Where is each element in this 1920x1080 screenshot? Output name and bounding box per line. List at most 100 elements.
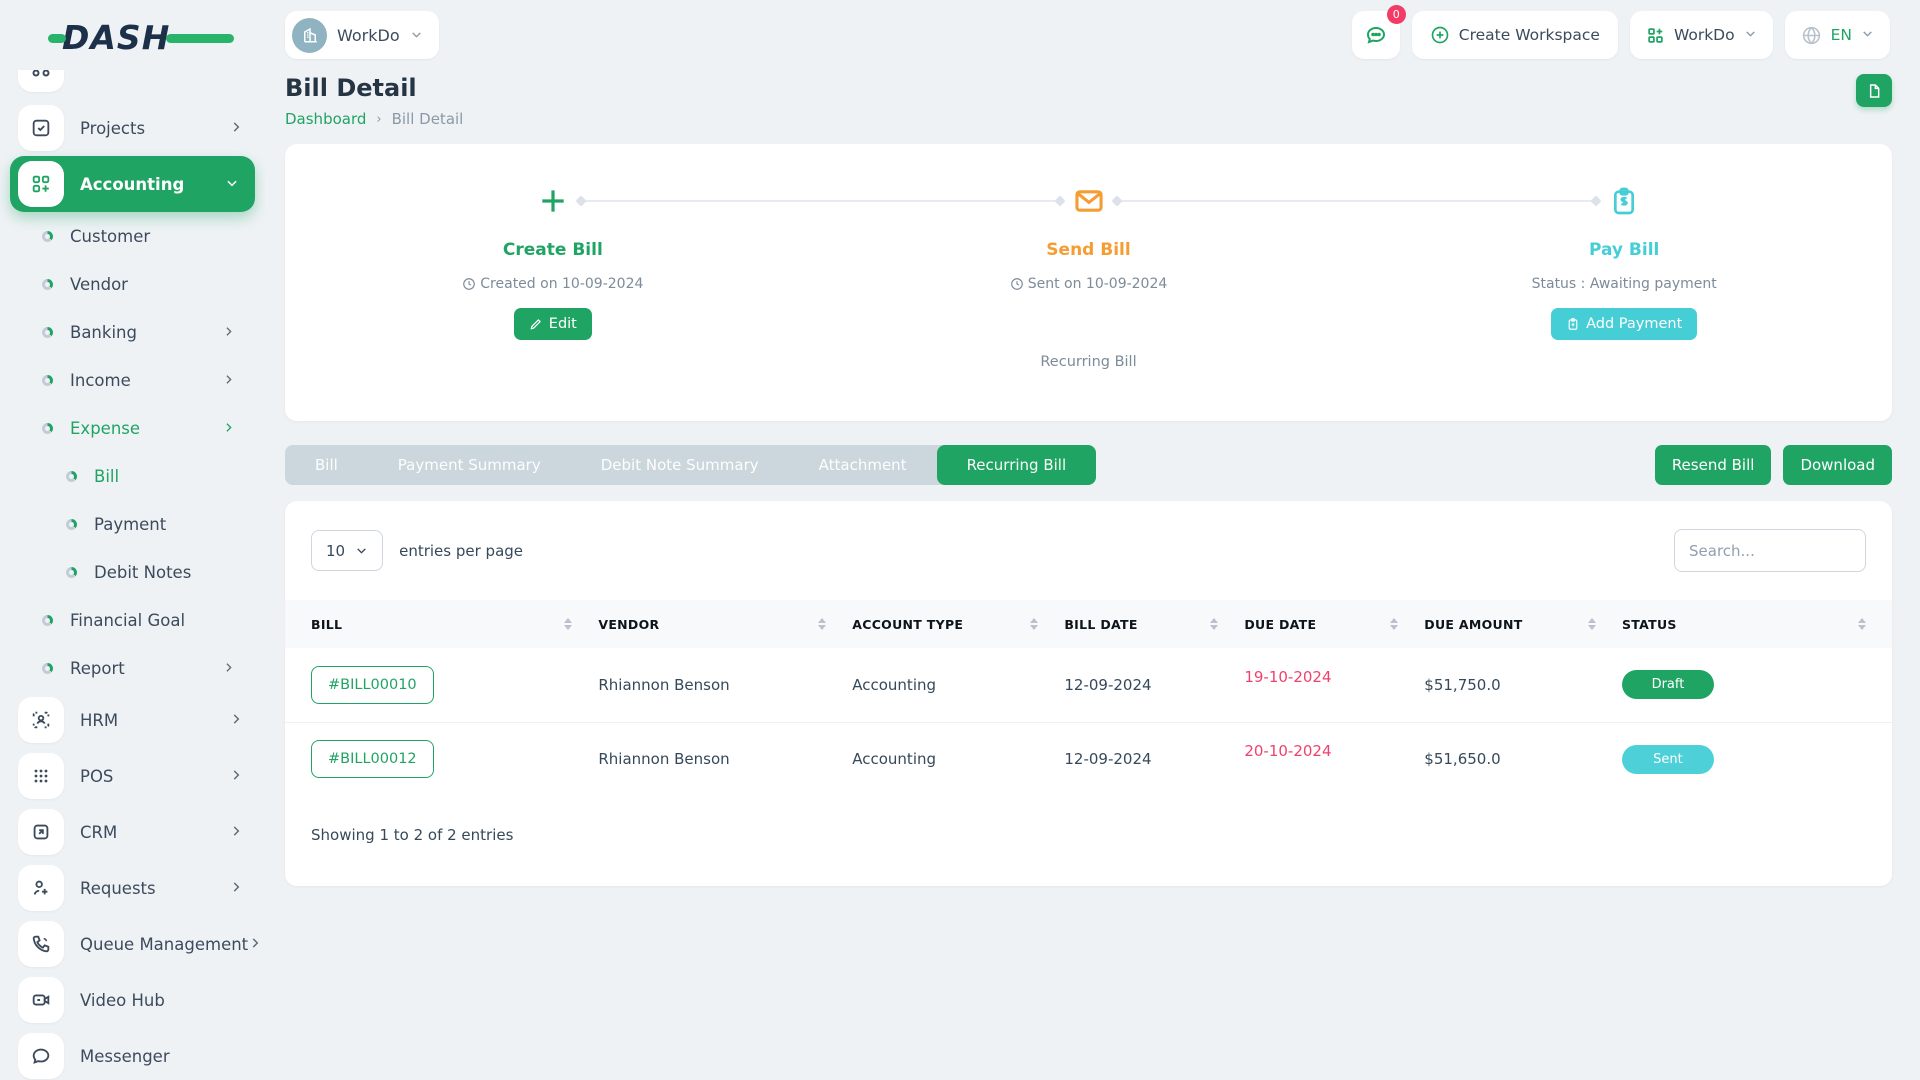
edit-bill-button[interactable]: Edit — [513, 308, 592, 340]
bill-workflow-card: Create Bill Created on 10-09-2024 Edit — [285, 144, 1892, 421]
step-info: Created on 10-09-2024 — [285, 276, 821, 292]
sidebar-item-report[interactable]: Report — [0, 644, 265, 692]
step-connector — [580, 200, 1061, 202]
column-header-bill[interactable]: BILL — [285, 600, 599, 648]
sidebar-item-label: Video Hub — [80, 990, 165, 1010]
bullet-icon — [42, 326, 53, 338]
sidebar-item-label: Queue Management — [80, 934, 249, 954]
breadcrumb: Dashboard › Bill Detail — [285, 110, 463, 128]
sidebar-item-expense[interactable]: Expense — [0, 404, 265, 452]
sort-icon — [1390, 618, 1399, 630]
sidebar-item-accounting[interactable]: Accounting — [10, 156, 255, 212]
globe-icon — [1802, 26, 1820, 44]
due-amount-cell: $51,750.0 — [1424, 675, 1501, 694]
recurring-bill-table-card: 10 entries per page BILL VENDOR ACC — [285, 501, 1892, 886]
projects-icon — [18, 105, 64, 151]
create-workspace-button[interactable]: Create Workspace — [1411, 11, 1618, 59]
entries-per-page-label: entries per page — [399, 541, 524, 560]
vendor-cell: Rhiannon Benson — [598, 675, 730, 694]
page-size-value: 10 — [326, 541, 346, 560]
chevron-right-icon — [229, 767, 243, 786]
column-header-vendor[interactable]: VENDOR — [598, 600, 853, 648]
bill-number-link[interactable]: #BILL00012 — [311, 740, 434, 779]
sidebar-item-hrm[interactable]: HRM — [0, 692, 265, 748]
step-create-bill: Create Bill Created on 10-09-2024 Edit — [285, 144, 821, 421]
tab-group: Bill Payment Summary Debit Note Summary … — [285, 445, 1097, 485]
sort-icon — [1030, 618, 1039, 630]
sidebar-item-queue-management[interactable]: Queue Management — [0, 916, 265, 972]
bill-date-cell: 12-09-2024 — [1064, 675, 1152, 694]
tab-debit-note-summary[interactable]: Debit Note Summary — [600, 456, 759, 474]
tab-attachment[interactable]: Attachment — [818, 456, 907, 474]
breadcrumb-separator-icon: › — [376, 111, 382, 127]
crm-icon — [18, 809, 64, 855]
chevron-down-icon — [357, 548, 366, 554]
sidebar-item-label: Financial Goal — [70, 610, 186, 630]
sidebar-item-debit-notes[interactable]: Debit Notes — [0, 548, 265, 596]
column-header-account-type[interactable]: ACCOUNT TYPE — [852, 600, 1065, 648]
tab-recurring-bill[interactable]: Recurring Bill — [936, 445, 1097, 485]
sidebar-item-messenger[interactable]: Messenger — [0, 1028, 265, 1080]
language-label: EN — [1830, 26, 1852, 44]
bullet-icon — [42, 662, 53, 674]
add-payment-button[interactable]: Add Payment — [1551, 308, 1698, 340]
page-size-select[interactable]: 10 — [311, 530, 384, 571]
due-date-cell: 20-10-2024 — [1244, 742, 1332, 761]
due-amount-cell: $51,650.0 — [1424, 721, 1622, 796]
video-hub-icon — [18, 977, 64, 1023]
sidebar-item-requests[interactable]: Requests — [0, 860, 265, 916]
vendor-cell: Rhiannon Benson — [598, 721, 853, 796]
brand-logo[interactable]: DASH — [48, 16, 234, 58]
sidebar-item-label: Messenger — [80, 1046, 170, 1066]
language-selector[interactable]: EN — [1784, 11, 1890, 59]
sidebar-item-banking[interactable]: Banking — [0, 308, 265, 356]
notifications-button[interactable]: 0 — [1351, 5, 1406, 59]
clipped-menu-item[interactable] — [18, 70, 64, 92]
chevron-right-icon — [222, 323, 235, 342]
tab-payment-summary[interactable]: Payment Summary — [397, 456, 541, 474]
chat-notification-icon — [1366, 26, 1385, 44]
workspace-menu-button[interactable]: WorkDo — [1629, 11, 1773, 59]
column-header-status[interactable]: STATUS — [1621, 600, 1892, 648]
bill-preview-button[interactable] — [1856, 74, 1892, 107]
topbar: WorkDo 0 Create Workspace WorkDo — [265, 0, 1920, 60]
download-button[interactable]: Download — [1783, 445, 1892, 485]
bill-number-link[interactable]: #BILL00010 — [311, 665, 434, 704]
chevron-down-icon — [410, 26, 423, 45]
table-controls: 10 entries per page — [285, 529, 1892, 572]
sidebar-item-pos[interactable]: POS — [0, 748, 265, 804]
recurring-bill-note: Recurring Bill — [1040, 354, 1137, 370]
table-row: #BILL00012 Rhiannon Benson Accounting 12… — [285, 721, 1892, 796]
page-head: Bill Detail Dashboard › Bill Detail — [285, 74, 1892, 128]
sidebar-item-projects[interactable]: Projects — [0, 100, 265, 156]
envelope-icon — [821, 184, 1357, 218]
column-header-due-date[interactable]: DUE DATE — [1244, 600, 1425, 648]
table-entries-summary: Showing 1 to 2 of 2 entries — [311, 826, 514, 844]
sidebar-item-bill[interactable]: Bill — [0, 452, 265, 500]
sidebar-item-label: Bill — [94, 466, 120, 486]
sidebar-item-video-hub[interactable]: Video Hub — [0, 972, 265, 1028]
sort-icon — [564, 618, 573, 630]
search-input[interactable] — [1674, 529, 1866, 572]
main-area: WorkDo 0 Create Workspace WorkDo — [265, 0, 1920, 1080]
sidebar-item-income[interactable]: Income — [0, 356, 265, 404]
sidebar-item-payment[interactable]: Payment — [0, 500, 265, 548]
accounting-icon — [18, 161, 64, 207]
tab-bill[interactable]: Bill — [315, 456, 338, 474]
sidebar-item-financial-goal[interactable]: Financial Goal — [0, 596, 265, 644]
sidebar-item-vendor[interactable]: Vendor — [0, 260, 265, 308]
resend-bill-button[interactable]: Resend Bill — [1654, 445, 1772, 485]
bullet-icon — [66, 566, 77, 578]
step-pay-bill: Pay Bill Status : Awaiting payment Add P… — [1356, 144, 1892, 421]
step-title: Create Bill — [502, 240, 603, 260]
column-header-bill-date[interactable]: BILL DATE — [1064, 600, 1245, 648]
sidebar-item-label: Projects — [80, 118, 146, 138]
sidebar-item-crm[interactable]: CRM — [0, 804, 265, 860]
table-header-row: BILL VENDOR ACCOUNT TYPE BILL DATE DUE D… — [285, 600, 1892, 648]
column-header-due-amount[interactable]: DUE AMOUNT — [1424, 600, 1622, 648]
plus-circle-icon — [1431, 26, 1449, 44]
breadcrumb-dashboard-link[interactable]: Dashboard — [285, 110, 367, 128]
bullet-icon — [42, 230, 53, 242]
sidebar-item-customer[interactable]: Customer — [0, 212, 265, 260]
workspace-selector[interactable]: WorkDo — [285, 11, 439, 59]
